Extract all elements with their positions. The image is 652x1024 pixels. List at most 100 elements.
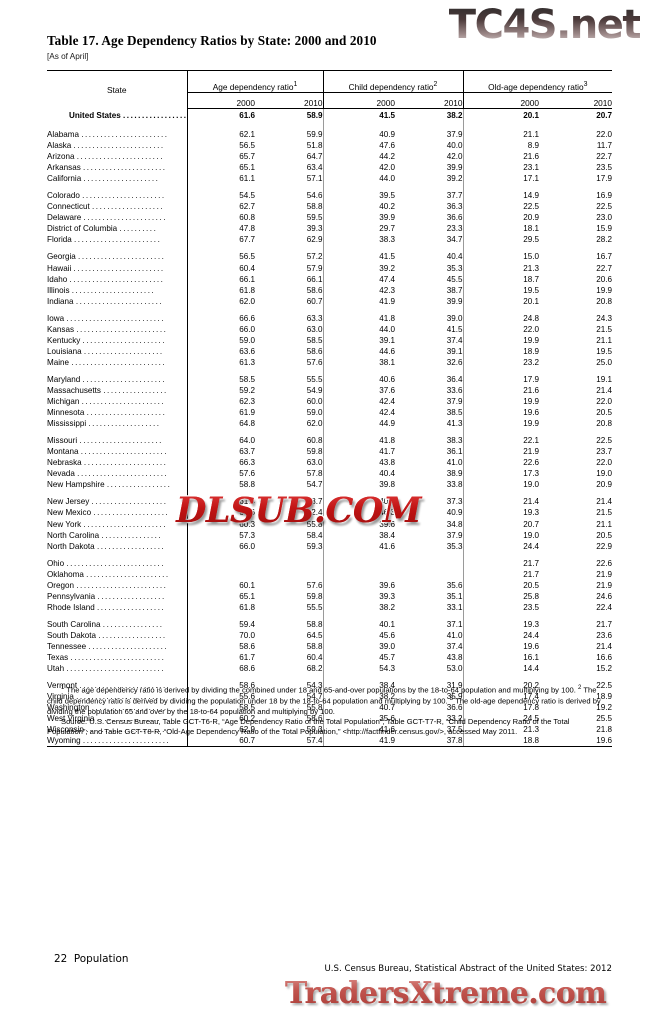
dot-leader: ...................... (81, 397, 166, 407)
table-row: Massachusetts ................. 59.2 54.9 3… (47, 384, 612, 397)
age-dependency-table: State Age dependency ratio1 Child depend… (47, 70, 613, 747)
value-cell: 21.8 (596, 725, 613, 735)
spacer-cell (47, 429, 188, 436)
state-label-cell: New Mexico .................... (47, 507, 188, 519)
spacer-cell (322, 674, 396, 681)
row-spacer (47, 184, 612, 191)
age-dependency-table-wrapper: State Age dependency ratio1 Child depend… (47, 70, 613, 748)
spacer-cell (186, 184, 255, 191)
value-cell: 17.4 (462, 691, 540, 703)
value-cell: 58.5 (186, 373, 255, 385)
value-cell: 16.7 (596, 252, 613, 262)
value-cell: 19.3 (462, 507, 540, 519)
value-cell: 23.0 (596, 213, 613, 223)
footnote-marker-3: 3 (583, 81, 588, 89)
state-name: Arizona (47, 152, 77, 162)
value-cell: 66.3 (186, 457, 255, 469)
dot-leader: ................. (103, 385, 168, 395)
value-cell: 21.1 (596, 335, 613, 345)
dot-leader: ...................... (83, 213, 168, 223)
state-label-cell: Ohio .......................... (47, 557, 188, 569)
state-name: Pennsylvania (47, 591, 98, 601)
value-cell: 40.7 (322, 702, 396, 714)
value-cell: 38.2 (446, 111, 463, 120)
value-cell: 41.7 (322, 446, 396, 458)
value-cell: 35.3 (446, 541, 463, 551)
value-cell: 33.6 (446, 385, 463, 395)
dot-leader: ..................... (83, 346, 164, 356)
table-row: Nevada ........................ 57.6 57.8 4… (47, 468, 612, 480)
footnote-marker-2: 2 (433, 81, 438, 89)
spacer-cell (462, 123, 540, 129)
value-cell: 41.0 (446, 458, 463, 468)
value-cell: 44.6 (322, 345, 396, 357)
state-label-cell: Colorado ...................... (47, 190, 188, 202)
value-cell: 41.3 (446, 419, 463, 429)
state-label-cell: New Jersey .................... (47, 496, 188, 508)
value-cell: 56.5 (186, 251, 255, 263)
page-title: Table 17. Age Dependency Ratios by State… (47, 33, 377, 48)
table-row: Alaska ........................ 56.5 51.8 4… (47, 140, 612, 152)
spacer-cell (462, 245, 540, 252)
dot-leader: ......................... (71, 357, 167, 367)
spacer-cell (186, 674, 255, 681)
state-label-cell: Maine ......................... (47, 356, 188, 368)
dot-leader: ...................... (82, 335, 167, 345)
state-label-cell: District of Columbia .......... (47, 223, 188, 235)
value-cell: 19.2 (596, 703, 613, 713)
value-cell: 65.1 (186, 590, 255, 602)
value-cell: 63.0 (306, 458, 323, 468)
value-cell: 65.7 (186, 151, 255, 163)
value-cell: 41.6 (322, 540, 396, 552)
column-header-age-2010: 2010 (255, 92, 324, 109)
value-cell: 34.8 (446, 519, 463, 529)
table-row: Missouri ...................... 64.0 60.8 4… (47, 435, 612, 447)
state-label-cell: Alaska ........................ (47, 140, 188, 152)
value-cell: 39.0 (446, 313, 463, 323)
state-name: District of Columbia (47, 224, 120, 234)
footnote-2-text: The child dependency ratio is derived by… (47, 685, 597, 706)
spacer-cell (322, 245, 396, 252)
value-cell: 68.2 (306, 664, 323, 674)
value-cell: 21.3 (462, 724, 540, 736)
value-cell: 22.6 (596, 558, 613, 568)
value-cell: 40.0 (446, 141, 463, 151)
value-cell: 21.4 (596, 497, 613, 507)
spacer-cell (186, 123, 255, 129)
value-cell: 62.1 (186, 129, 255, 141)
state-label-cell: Georgia ....................... (47, 251, 188, 263)
value-cell: 63.6 (186, 345, 255, 357)
dot-leader: ........................ (73, 141, 165, 151)
table-row: Idaho ......................... 66.1 66.1 4… (47, 273, 613, 285)
table-row: Texas ......................... 61.7 60.4 4… (47, 652, 612, 664)
value-cell: 25.5 (596, 714, 613, 724)
value-cell (322, 557, 396, 569)
state-label-cell: Utah .......................... (47, 663, 188, 675)
state-label-cell: Nebraska ...................... (47, 457, 188, 469)
value-cell: 67.7 (186, 234, 255, 246)
dot-leader: ..................... (86, 408, 167, 418)
value-cell: 22.0 (596, 458, 613, 468)
value-cell: 28.2 (596, 235, 613, 245)
value-cell: 20.6 (596, 274, 613, 284)
value-cell (395, 558, 463, 569)
table-row: South Dakota .................. 70.0 64.5 4… (47, 629, 612, 641)
value-cell: 60.2 (186, 713, 255, 725)
value-cell: 38.3 (322, 234, 396, 246)
value-cell: 14.4 (462, 663, 540, 675)
state-label-cell: Missouri ...................... (47, 435, 188, 447)
value-cell: 40.2 (322, 201, 396, 213)
value-cell: 19.0 (462, 479, 540, 491)
spacer-cell (47, 367, 188, 374)
value-cell (186, 568, 255, 580)
value-cell: 22.5 (596, 202, 613, 212)
state-name: Kentucky (47, 335, 83, 345)
source-note: Source: U.S. Census Bureau, Table GCT-T6… (47, 716, 570, 736)
column-header-oldage-2010: 2010 (539, 92, 613, 109)
value-cell: 63.0 (306, 324, 323, 334)
state-label-cell: Delaware ...................... (47, 212, 188, 224)
state-label-cell: Montana ....................... (47, 446, 188, 458)
value-cell: 58.8 (186, 479, 255, 491)
value-cell: 61.3 (186, 356, 255, 368)
